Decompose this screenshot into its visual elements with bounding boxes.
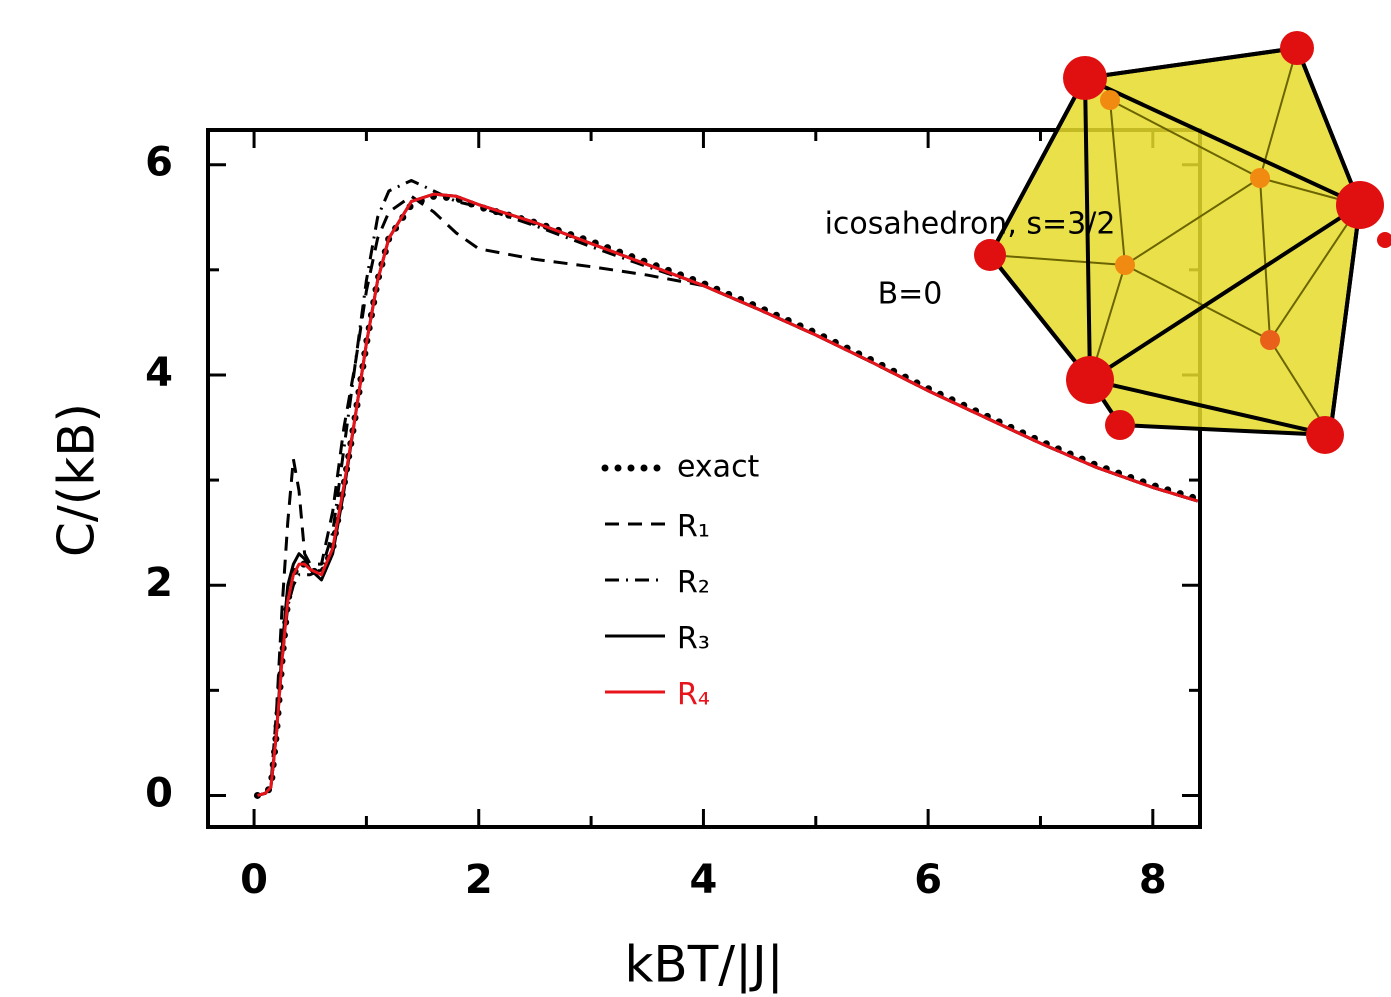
y-axis-label: C/(kB) [48,403,106,557]
y-tick-label: 4 [145,350,173,396]
legend-label: R₄ [677,678,710,713]
x-tick-label: 6 [914,857,942,903]
legend: exact R₁ R₂ R₃ R₄ [601,450,760,713]
annotation: B=0 [878,277,943,312]
annotation: icosahedron, s=3/2 [825,207,1116,242]
y-tick-label: 2 [145,560,173,606]
y-tick-label: 6 [145,140,173,186]
icosahedron-vertices [974,31,1391,454]
x-tick-label: 4 [690,857,718,903]
x-tick-label: 2 [465,857,493,903]
y-tick-label: 0 [145,770,173,816]
icosahedron [974,31,1391,454]
legend-label: R₂ [677,566,710,601]
legend-label: exact [677,450,760,485]
legend-label: R₃ [677,622,710,657]
plot-area [253,178,1200,799]
legend-label: R₁ [677,510,710,545]
series-line [257,192,1199,797]
x-axis-label: kBT/|J| [624,936,783,994]
x-tick-label: 0 [240,857,268,903]
x-tick-label: 8 [1139,857,1167,903]
